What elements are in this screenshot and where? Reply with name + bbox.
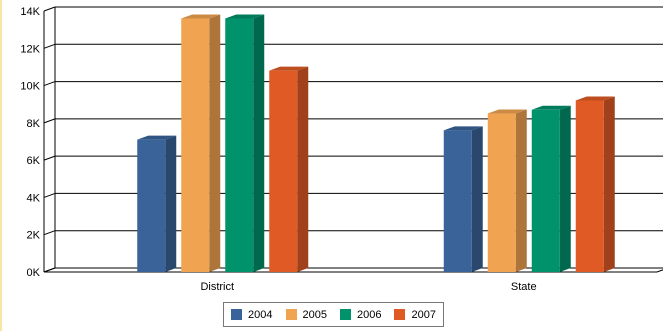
bar [225,18,254,273]
bar [487,113,516,273]
bar-top [181,14,221,19]
chart-legend: 2004 2005 2006 2007 [223,302,444,327]
y-tick-label: 2K [27,230,41,242]
bar-side [165,135,177,272]
grid-line-depth [43,81,56,87]
legend-swatch [231,309,243,320]
bar [269,70,298,273]
bar-side [209,14,221,272]
bar-side [471,126,483,272]
x-tick-label: District [200,281,234,293]
bar-side [297,66,309,273]
grid-line-depth [43,230,56,236]
legend-swatch [340,309,351,320]
y-tick-label: 12K [20,43,40,55]
legend-item: 2004 [231,308,273,321]
y-tick-label: 4K [27,192,41,204]
legend-item: 2005 [285,308,327,321]
grid-line-depth [43,192,56,198]
bar-top [575,96,615,101]
bar-side [559,105,571,272]
legend-label: 2004 [248,308,273,321]
bar [443,130,472,272]
grid-line-depth [43,6,56,12]
y-tick-label: 14K [20,6,40,18]
x-tick-label: State [511,281,537,293]
bar-top [269,66,309,71]
legend-swatch [394,309,406,320]
legend-label: 2005 [302,308,327,321]
bar [137,139,166,272]
legend-label: 2006 [357,308,382,321]
bar-top [487,109,527,114]
legend-swatch [285,309,297,320]
bar [181,18,210,273]
bar [575,100,604,272]
grid-line-depth [43,43,56,49]
bar [531,109,560,272]
bar-top [225,14,265,19]
bar-top [531,105,571,110]
bar-top [443,126,483,131]
grid-line-depth [43,267,56,273]
y-tick-label: 6K [27,155,41,167]
y-tick-label: 8K [27,118,41,130]
bar-top [137,135,177,140]
legend-item: 2006 [340,309,381,321]
y-tick-label: 10K [20,81,40,93]
bar-side [253,14,265,272]
bar-side [515,109,527,273]
legend-label: 2007 [411,308,436,321]
chart-floor [43,267,663,273]
bar-side [603,96,615,272]
legend-item: 2007 [394,308,436,321]
grid-line-depth [43,118,56,124]
grid-line-depth [43,155,56,161]
y-tick-label: 0K [27,267,41,279]
